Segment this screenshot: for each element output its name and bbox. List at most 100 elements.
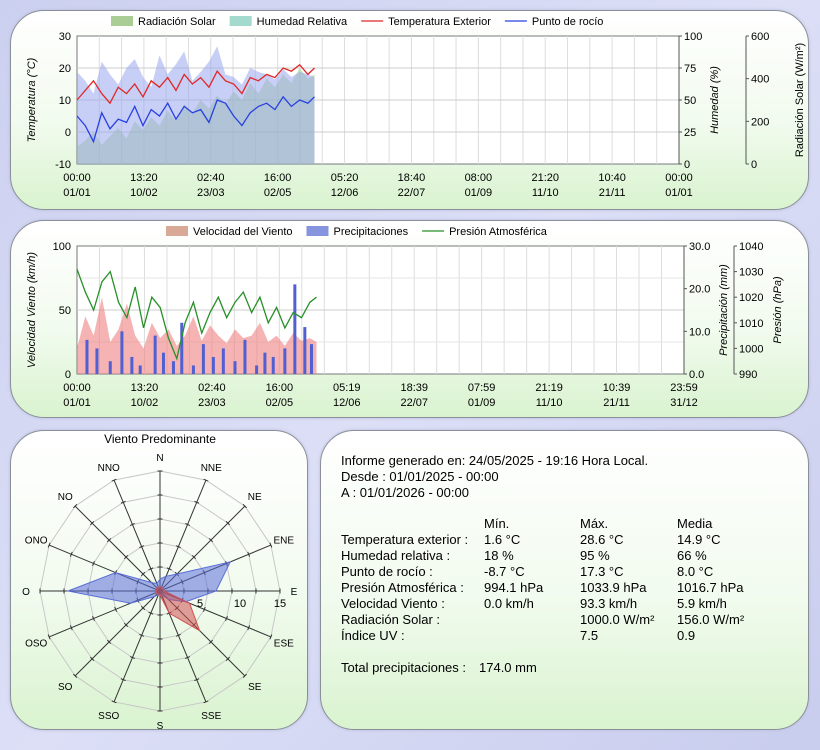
x-tick-time: 00:00 bbox=[63, 172, 91, 184]
x-tick-date: 02/05 bbox=[264, 187, 292, 199]
y-right1-tick: 25 bbox=[684, 127, 696, 139]
precip-bar bbox=[303, 327, 307, 374]
stats-avg: 5.9 km/h bbox=[677, 596, 727, 611]
precip-bar bbox=[293, 284, 297, 374]
rose-tick bbox=[106, 537, 112, 543]
legend-label: Radiación Solar bbox=[138, 16, 216, 28]
stats-max: 17.3 °C bbox=[580, 564, 624, 579]
x-tick-time: 16:00 bbox=[266, 382, 294, 394]
wind-rain-pressure-chart: Velocidad del Viento Precipitaciones Presi… bbox=[26, 226, 784, 409]
legend-label: Presión Atmosférica bbox=[449, 226, 548, 238]
temperature-humidity-chart-panel: Radiación Solar Humedad Relativa Temperatu… bbox=[10, 10, 809, 210]
precip-bar bbox=[180, 322, 184, 374]
rose-tick bbox=[194, 500, 200, 504]
rose-tick bbox=[123, 554, 129, 560]
x-tick-date: 21/11 bbox=[603, 397, 630, 409]
rose-spoke bbox=[74, 590, 161, 677]
precip-bar bbox=[201, 344, 205, 374]
x-tick-time: 21:20 bbox=[531, 172, 559, 184]
precip-bar bbox=[271, 356, 275, 374]
rose-tick bbox=[73, 673, 78, 678]
stats-avg: 66 % bbox=[677, 548, 707, 563]
rose-tick bbox=[148, 611, 154, 615]
stats-max: 28.6 °C bbox=[580, 532, 624, 547]
stats-min: 994.1 hPa bbox=[484, 580, 544, 595]
rose-tick bbox=[194, 678, 200, 682]
y-left-tick: 0 bbox=[65, 369, 71, 381]
y-right1-tick: 0 bbox=[684, 159, 690, 171]
direction-label: ONO bbox=[25, 536, 48, 547]
y-right1-tick: 10.0 bbox=[689, 326, 710, 338]
legend-label: Temperatura Exterior bbox=[388, 16, 491, 28]
precip-bar bbox=[243, 339, 247, 374]
precip-bar bbox=[283, 348, 287, 374]
rose-tick bbox=[269, 634, 273, 640]
y-right1-tick: 100 bbox=[684, 31, 702, 43]
direction-label: NNE bbox=[201, 463, 222, 474]
rose-tick bbox=[129, 656, 135, 659]
rose-tick bbox=[247, 625, 251, 631]
legend-label: Humedad Relativa bbox=[257, 16, 348, 28]
rose-tick bbox=[120, 678, 126, 682]
rose-tick bbox=[175, 633, 181, 637]
y-right1-tick: 50 bbox=[684, 95, 696, 107]
legend-label: Velocidad del Viento bbox=[193, 226, 293, 238]
rose-series-1 bbox=[155, 586, 201, 632]
rose-tick bbox=[129, 523, 135, 526]
stats-max: 1033.9 hPa bbox=[580, 580, 647, 595]
stats-avg: 14.9 °C bbox=[677, 532, 721, 547]
stats-row-label: Radiación Solar : bbox=[341, 612, 440, 627]
y-right2-tick: 0 bbox=[751, 159, 757, 171]
stats-max: 95 % bbox=[580, 548, 610, 563]
rose-tick bbox=[111, 700, 117, 704]
y-left-tick: 0 bbox=[65, 127, 71, 139]
direction-label: N bbox=[156, 453, 163, 464]
rose-tick bbox=[47, 542, 51, 548]
rose-tick bbox=[92, 616, 95, 622]
legend-swatch bbox=[306, 226, 329, 236]
x-tick-date: 22/07 bbox=[398, 187, 426, 199]
y-right2-tick: 600 bbox=[751, 31, 769, 43]
y-right2-tick: 1000 bbox=[739, 343, 763, 355]
dewpoint-line bbox=[76, 95, 315, 144]
wind-rose-title: Viento Predominante bbox=[104, 432, 216, 446]
rose-tick bbox=[185, 523, 191, 526]
x-tick-time: 13:20 bbox=[130, 172, 158, 184]
temperature-humidity-chart: Radiación Solar Humedad Relativa Temperatu… bbox=[26, 16, 806, 199]
rose-tick bbox=[225, 656, 231, 662]
rose-tick bbox=[175, 545, 181, 549]
direction-label: SSO bbox=[98, 711, 119, 722]
x-tick-time: 02:40 bbox=[197, 172, 225, 184]
legend-label: Punto de rocío bbox=[532, 16, 604, 28]
radial-tick-label: 15 bbox=[274, 598, 286, 610]
x-tick-date: 12/06 bbox=[331, 187, 359, 199]
total-precip-label: Total precipitaciones : bbox=[341, 660, 467, 675]
stats-max: 7.5 bbox=[580, 628, 599, 643]
x-tick-date: 02/05 bbox=[266, 397, 294, 409]
report-from-text: Desde : 01/01/2025 - 00:00 bbox=[341, 469, 499, 484]
x-tick-date: 10/02 bbox=[130, 187, 158, 199]
y-right2-tick: 400 bbox=[751, 74, 769, 86]
x-tick-time: 10:39 bbox=[603, 382, 631, 394]
stats-header: Máx. bbox=[580, 516, 609, 531]
report-panel: Informe generado en: 24/05/2025 - 19:16 … bbox=[320, 430, 809, 730]
report-to-text: A : 01/01/2026 - 00:00 bbox=[341, 485, 469, 500]
x-tick-date: 01/01 bbox=[665, 187, 693, 199]
x-tick-time: 05:19 bbox=[333, 382, 361, 394]
rose-tick bbox=[225, 520, 231, 526]
rose-tick bbox=[203, 478, 209, 482]
y-right2-tick: 990 bbox=[739, 369, 757, 381]
rose-tick bbox=[139, 633, 145, 637]
radial-tick-label: 10 bbox=[234, 598, 246, 610]
wind-rain-pressure-chart-panel: Velocidad del Viento Precipitaciones Presi… bbox=[10, 220, 809, 418]
precip-bar bbox=[130, 356, 134, 374]
rose-tick bbox=[140, 571, 146, 577]
rose-spoke bbox=[159, 479, 207, 592]
rose-tick bbox=[166, 567, 172, 571]
stats-max: 93.3 km/h bbox=[580, 596, 638, 611]
y-right1-tick: 30.0 bbox=[689, 241, 710, 253]
rose-tick bbox=[247, 551, 251, 557]
rose-tick bbox=[139, 545, 145, 549]
x-tick-date: 01/01 bbox=[63, 397, 91, 409]
stats-row-label: Humedad relativa : bbox=[341, 548, 451, 563]
